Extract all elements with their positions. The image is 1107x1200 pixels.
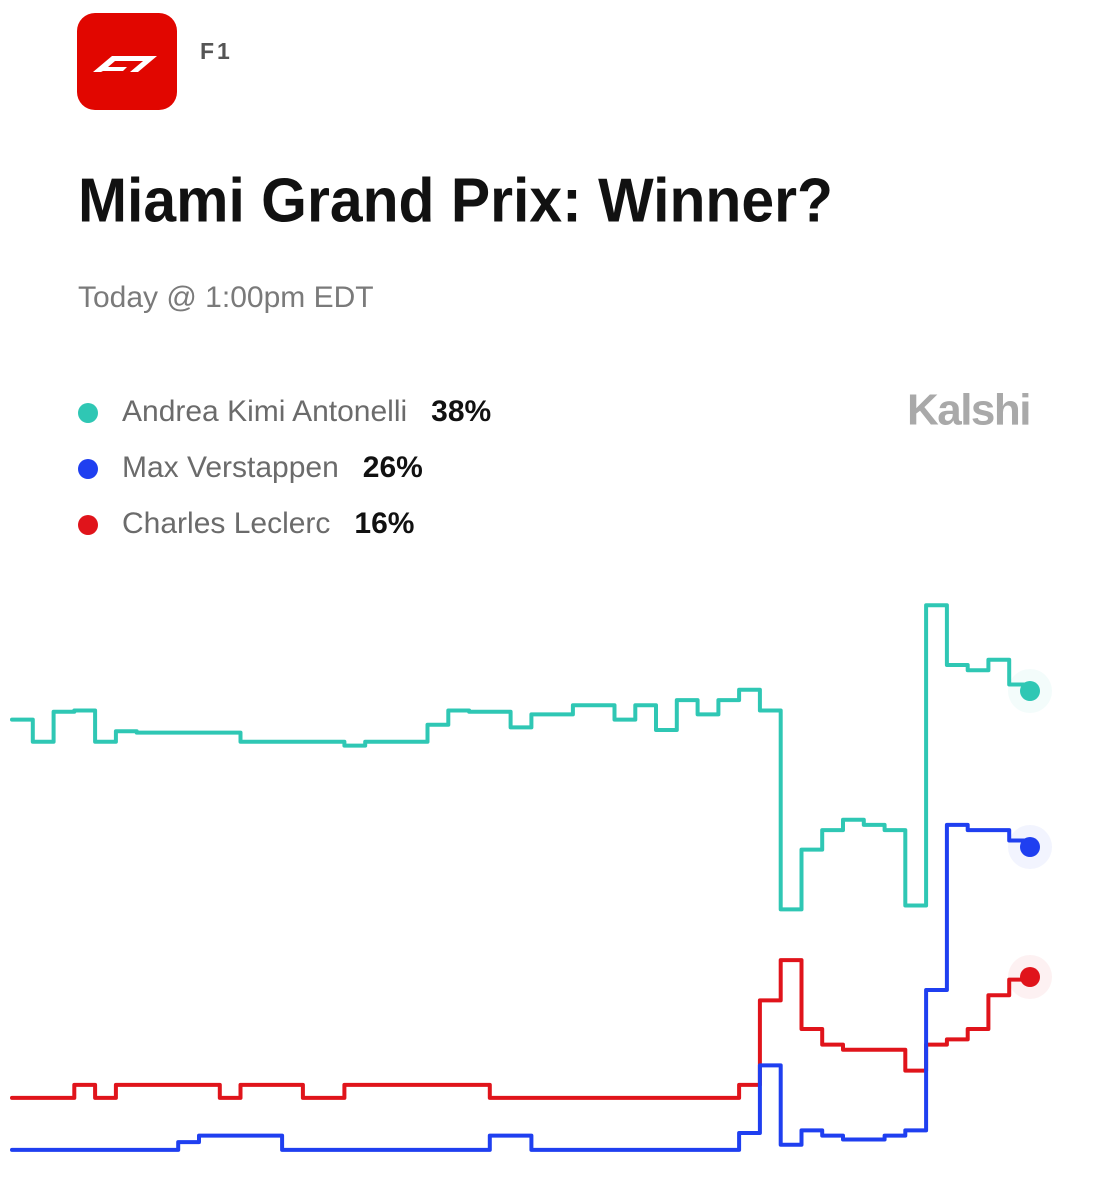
- legend-value: 26%: [363, 451, 423, 484]
- legend-entry: Charles Leclerc 16%: [122, 507, 414, 540]
- end-point: [1020, 837, 1040, 857]
- legend-entry: Max Verstappen 26%: [122, 451, 423, 484]
- legend-marker: [78, 515, 98, 535]
- plot-area: [10, 603, 1052, 1152]
- legend-marker: [78, 459, 98, 479]
- legend-value: 38%: [431, 395, 491, 428]
- end-point: [1020, 681, 1040, 701]
- series-line: [10, 822, 1032, 1152]
- chart-subtitle: Today @ 1:00pm EDT: [78, 281, 374, 314]
- brand-watermark: Kalshi: [907, 386, 1030, 435]
- legend-entry: Andrea Kimi Antonelli 38%: [122, 395, 491, 428]
- chart-title: Miami Grand Prix: Winner?: [78, 166, 833, 235]
- app-name: F1: [200, 38, 233, 64]
- legend-marker: [78, 403, 98, 423]
- legend-label: Max Verstappen: [122, 451, 339, 484]
- legend-label: Charles Leclerc: [122, 507, 330, 540]
- app-icon: [77, 13, 177, 110]
- series-line: [10, 603, 1032, 912]
- legend: Andrea Kimi Antonelli 38% Max Verstappen 26…: [78, 395, 491, 540]
- legend-value: 16%: [354, 507, 414, 540]
- legend-label: Andrea Kimi Antonelli: [122, 395, 407, 428]
- series-line: [10, 958, 1032, 1100]
- end-point: [1020, 967, 1040, 987]
